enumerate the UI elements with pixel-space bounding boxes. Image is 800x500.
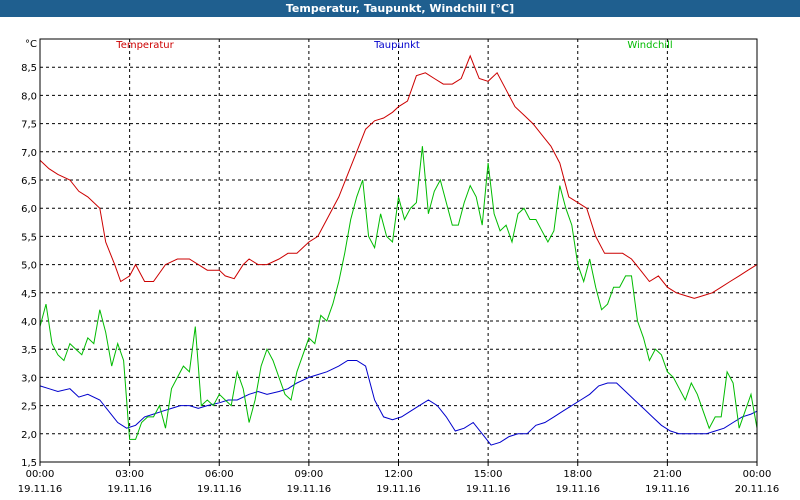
series-line-temperatur <box>39 54 758 299</box>
y-axis-label: °C <box>25 39 37 50</box>
x-tick-time: 06:00 <box>205 469 234 480</box>
x-tick-time: 15:00 <box>474 469 503 480</box>
axis-labels: 1,5 2,0 2,5 3,0 3,5 4,0 4,5 5,0 5,5 6,0 6,5 7,0 7,5 8… <box>18 39 780 495</box>
legend-temperatur: Temperatur <box>115 40 174 51</box>
y-tick-label: 6,5 <box>21 176 37 187</box>
y-tick-label: 3,0 <box>21 373 37 384</box>
x-tick-date: 19.11.16 <box>107 484 152 495</box>
x-tick-time: 21:00 <box>653 469 682 480</box>
x-tick-time: 18:00 <box>563 469 592 480</box>
y-tick-label: 5,5 <box>21 232 37 243</box>
y-tick-label: 2,0 <box>21 430 37 441</box>
x-tick-date: 19.11.16 <box>197 484 242 495</box>
y-tick-label: 2,5 <box>21 402 37 413</box>
grid <box>40 39 757 463</box>
y-tick-label: 6,0 <box>21 204 37 215</box>
y-tick-label: 4,5 <box>21 289 37 300</box>
y-tick-label: 3,5 <box>21 345 37 356</box>
x-tick-date: 19.11.16 <box>376 484 421 495</box>
y-tick-label: 1,5 <box>21 458 37 469</box>
window-title: Temperatur, Taupunkt, Windchill [°C] <box>0 0 800 17</box>
x-tick-time: 03:00 <box>115 469 144 480</box>
x-tick-date: 20.11.16 <box>735 484 780 495</box>
x-tick-time: 00:00 <box>26 469 55 480</box>
legend: Temperatur Taupunkt Windchill <box>115 40 672 51</box>
x-tick-time: 00:00 <box>743 469 772 480</box>
x-tick-time: 12:00 <box>384 469 413 480</box>
y-tick-label: 8,5 <box>21 63 37 74</box>
series-line-taupunkt <box>39 360 758 446</box>
y-tick-label: 7,0 <box>21 148 37 159</box>
series-line-windchill <box>39 146 758 440</box>
x-tick-date: 19.11.16 <box>287 484 332 495</box>
chart-area: 1,5 2,0 2,5 3,0 3,5 4,0 4,5 5,0 5,5 6,0 6,5 7,0 7,5 8… <box>0 17 800 500</box>
x-tick-date: 19.11.16 <box>466 484 511 495</box>
x-tick-date: 19.11.16 <box>645 484 690 495</box>
y-tick-label: 8,0 <box>21 91 37 102</box>
legend-windchill: Windchill <box>627 40 672 51</box>
series-lines <box>39 54 758 446</box>
legend-taupunkt: Taupunkt <box>373 40 420 51</box>
x-tick-time: 09:00 <box>294 469 323 480</box>
x-tick-date: 19.11.16 <box>18 484 63 495</box>
temperature-chart: 1,5 2,0 2,5 3,0 3,5 4,0 4,5 5,0 5,5 6,0 6,5 7,0 7,5 8… <box>18 38 780 495</box>
y-tick-label: 7,5 <box>21 120 37 131</box>
x-tick-date: 19.11.16 <box>555 484 600 495</box>
y-tick-label: 4,0 <box>21 317 37 328</box>
y-tick-label: 5,0 <box>21 261 37 272</box>
